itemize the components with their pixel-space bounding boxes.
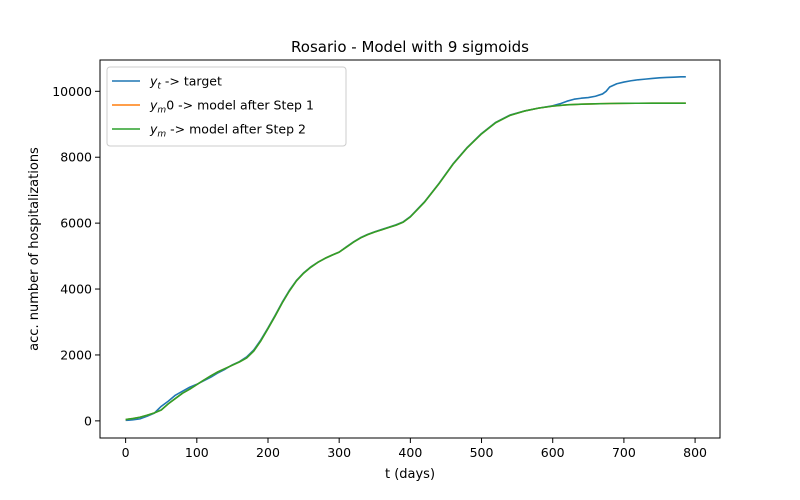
- x-tick-label: 500: [470, 445, 494, 460]
- legend-label-subscript: m: [157, 106, 166, 116]
- series-line-2: [125, 102, 686, 421]
- x-tick-label: 200: [256, 445, 280, 460]
- legend-label-subscript: m: [157, 130, 166, 140]
- legend-label-2: ym0 -> model after Step 1: [149, 98, 314, 116]
- legend-label-text: -> target: [161, 74, 222, 89]
- legend-label-text: 0 -> model after Step 1: [166, 98, 314, 113]
- legend-label-text: -> model after Step 2: [166, 122, 306, 137]
- y-tick-label: 6000: [60, 216, 92, 231]
- x-tick-label: 800: [683, 445, 707, 460]
- legend-label-var: y: [149, 74, 158, 89]
- legend-box: [106, 66, 347, 147]
- x-tick-label: 400: [398, 445, 422, 460]
- x-tick-label: 600: [541, 445, 565, 460]
- series-lines: [125, 76, 686, 422]
- x-tick-label: 0: [122, 445, 130, 460]
- x-axis-label: t (days): [385, 467, 435, 482]
- chart-title: Rosario - Model with 9 sigmoids: [291, 38, 529, 56]
- plot-frame: [99, 59, 721, 439]
- x-tick-label: 300: [327, 445, 351, 460]
- y-tick-label: 4000: [60, 282, 92, 297]
- y-tick-label: 0: [84, 413, 92, 428]
- series-line-3: [125, 102, 686, 421]
- legend-label-var: y: [149, 98, 158, 113]
- y-tick-label: 2000: [60, 347, 92, 362]
- axis-ticks: 0 100 200 300 400 500 600 700 800020004000600080…: [52, 84, 707, 460]
- legend-label-var: y: [149, 122, 158, 137]
- x-tick-label: 100: [185, 445, 209, 460]
- y-tick-label: 8000: [60, 150, 92, 165]
- legend-label-1: yt -> target: [149, 74, 222, 92]
- x-tick-label: 700: [612, 445, 636, 460]
- legend-label-3: ym -> model after Step 2: [149, 122, 306, 140]
- y-tick-label: 10000: [52, 84, 92, 99]
- legend-label-subscript: t: [157, 82, 161, 92]
- y-axis-label: acc. number of hospitalizations: [27, 147, 42, 351]
